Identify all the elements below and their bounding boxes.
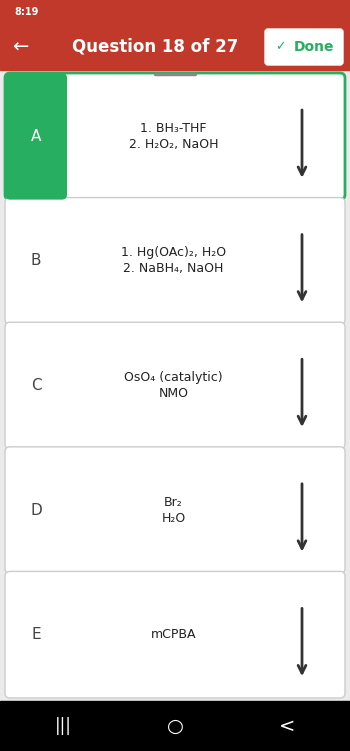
Bar (0, 701, 350, 751)
Text: ✓: ✓ (275, 41, 285, 53)
Bar (0, 24, 350, 70)
Bar (0, 0, 350, 24)
Text: ←: ← (12, 38, 28, 56)
Text: H₂O: H₂O (161, 511, 186, 525)
FancyBboxPatch shape (5, 73, 67, 200)
Text: Done: Done (294, 40, 334, 54)
FancyBboxPatch shape (5, 198, 345, 324)
Text: |||: ||| (55, 717, 71, 735)
FancyBboxPatch shape (5, 73, 345, 200)
Text: 1. Hg(OAc)₂, H₂O: 1. Hg(OAc)₂, H₂O (121, 246, 226, 259)
Text: Question 18 of 27: Question 18 of 27 (72, 38, 238, 56)
Text: OsO₄ (catalytic): OsO₄ (catalytic) (124, 371, 223, 384)
Text: 2. H₂O₂, NaOH: 2. H₂O₂, NaOH (129, 137, 218, 151)
Text: E: E (31, 627, 41, 642)
Text: Br₂: Br₂ (164, 496, 183, 508)
Bar (10, 78, 36, 195)
Text: ○: ○ (167, 716, 183, 735)
Text: mCPBA: mCPBA (151, 628, 196, 641)
Text: <: < (279, 716, 295, 735)
Text: 1. BH₃-THF: 1. BH₃-THF (140, 122, 207, 134)
Text: 2. NaBH₄, NaOH: 2. NaBH₄, NaOH (123, 262, 224, 276)
Text: NMO: NMO (159, 387, 189, 400)
FancyBboxPatch shape (265, 29, 343, 65)
FancyBboxPatch shape (5, 572, 345, 698)
Text: A: A (31, 129, 41, 143)
FancyBboxPatch shape (5, 322, 345, 449)
Text: D: D (30, 502, 42, 517)
Text: C: C (31, 378, 41, 393)
FancyBboxPatch shape (5, 447, 345, 574)
Text: 8:19: 8:19 (14, 7, 38, 17)
Text: B: B (31, 253, 41, 268)
